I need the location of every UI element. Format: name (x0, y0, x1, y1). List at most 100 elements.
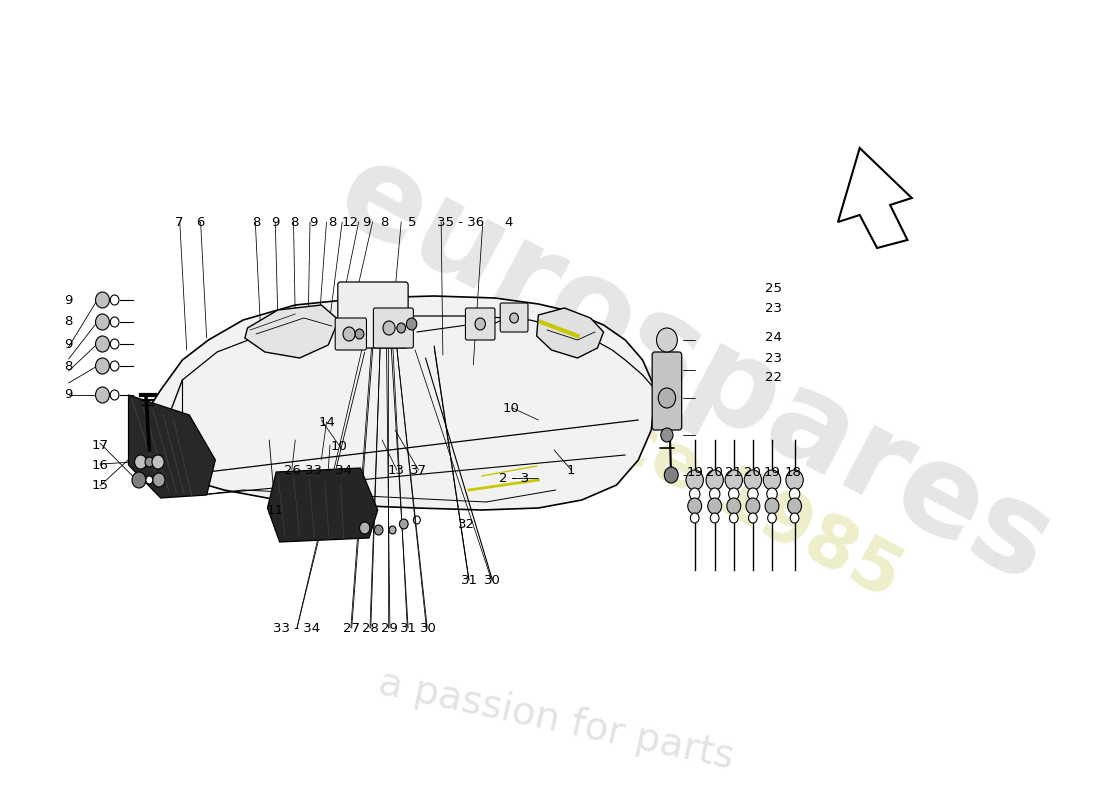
Circle shape (110, 339, 119, 349)
Circle shape (745, 470, 761, 490)
Circle shape (132, 472, 146, 488)
FancyBboxPatch shape (338, 282, 408, 348)
Circle shape (727, 498, 740, 514)
Polygon shape (129, 395, 216, 498)
Circle shape (707, 498, 722, 514)
Text: 8: 8 (328, 216, 337, 229)
Text: 9: 9 (363, 216, 371, 229)
Text: 2 - 3: 2 - 3 (498, 472, 529, 485)
Circle shape (152, 455, 164, 469)
Text: 22: 22 (766, 371, 782, 384)
Text: a passion for parts: a passion for parts (375, 664, 737, 776)
Circle shape (110, 361, 119, 371)
Text: 6: 6 (197, 216, 205, 229)
FancyBboxPatch shape (373, 308, 414, 348)
Circle shape (748, 488, 758, 500)
Text: 7: 7 (175, 216, 184, 229)
Circle shape (729, 513, 738, 523)
FancyBboxPatch shape (652, 352, 682, 430)
Text: 37: 37 (410, 464, 427, 477)
FancyBboxPatch shape (336, 318, 366, 350)
Circle shape (509, 313, 518, 323)
Circle shape (728, 488, 739, 500)
Circle shape (657, 328, 678, 352)
Text: 8: 8 (290, 216, 298, 229)
FancyBboxPatch shape (500, 303, 528, 332)
Circle shape (691, 513, 698, 523)
Circle shape (343, 327, 355, 341)
Circle shape (406, 318, 417, 330)
Circle shape (661, 428, 673, 442)
Text: eurospares: eurospares (318, 131, 1072, 609)
Text: 8: 8 (252, 216, 261, 229)
Circle shape (374, 525, 383, 535)
Text: 29: 29 (382, 622, 398, 634)
FancyBboxPatch shape (465, 308, 495, 340)
Circle shape (96, 358, 109, 374)
Text: 9: 9 (65, 294, 73, 306)
Circle shape (748, 513, 757, 523)
Polygon shape (267, 468, 377, 542)
Circle shape (110, 295, 119, 305)
Circle shape (746, 498, 760, 514)
Text: 30: 30 (484, 574, 502, 587)
Circle shape (145, 457, 154, 467)
Text: 9: 9 (65, 388, 73, 401)
Circle shape (475, 318, 485, 330)
Text: 24: 24 (766, 331, 782, 344)
Text: 20: 20 (706, 466, 723, 478)
Text: 18: 18 (784, 466, 801, 478)
Circle shape (397, 323, 406, 333)
Text: 27: 27 (343, 622, 360, 634)
Circle shape (785, 470, 803, 490)
Text: 5: 5 (408, 216, 417, 229)
Text: 20: 20 (745, 466, 761, 478)
Text: 32: 32 (458, 518, 474, 530)
Circle shape (688, 498, 702, 514)
Text: 11: 11 (266, 504, 284, 517)
Text: 13: 13 (388, 464, 405, 477)
Circle shape (96, 336, 109, 352)
Circle shape (710, 488, 719, 500)
Text: 35 - 36: 35 - 36 (437, 216, 484, 229)
Circle shape (790, 513, 799, 523)
Text: since 1985: since 1985 (494, 347, 913, 613)
Text: 33 - 34: 33 - 34 (273, 622, 320, 634)
Text: 19: 19 (763, 466, 780, 478)
Circle shape (153, 473, 165, 487)
Text: 12: 12 (341, 216, 359, 229)
Text: 23: 23 (766, 302, 782, 314)
Circle shape (711, 513, 719, 523)
Text: 1: 1 (566, 464, 575, 477)
Text: 9: 9 (271, 216, 279, 229)
Circle shape (146, 476, 153, 484)
Text: 19: 19 (688, 466, 704, 478)
Circle shape (767, 488, 778, 500)
Text: 16: 16 (92, 459, 109, 472)
Circle shape (664, 467, 679, 483)
Text: 25: 25 (766, 282, 782, 294)
Text: 28: 28 (362, 622, 380, 634)
Text: 33 - 34: 33 - 34 (305, 464, 352, 477)
Text: 9: 9 (65, 338, 73, 350)
Text: 21: 21 (725, 466, 742, 478)
Text: 4: 4 (504, 216, 513, 229)
Text: 31: 31 (462, 574, 478, 587)
Polygon shape (134, 296, 656, 510)
Circle shape (360, 522, 370, 534)
Circle shape (686, 470, 703, 490)
Circle shape (96, 292, 109, 308)
Circle shape (658, 388, 675, 408)
Circle shape (389, 526, 396, 534)
Circle shape (96, 314, 109, 330)
Text: 8: 8 (379, 216, 388, 229)
Circle shape (706, 470, 724, 490)
Text: 8: 8 (65, 315, 73, 328)
Text: 15: 15 (91, 479, 109, 492)
Polygon shape (245, 305, 339, 358)
Circle shape (383, 321, 395, 335)
Circle shape (134, 455, 146, 469)
Text: 14: 14 (318, 416, 336, 429)
Text: 9: 9 (309, 216, 318, 229)
Text: 23: 23 (766, 352, 782, 365)
